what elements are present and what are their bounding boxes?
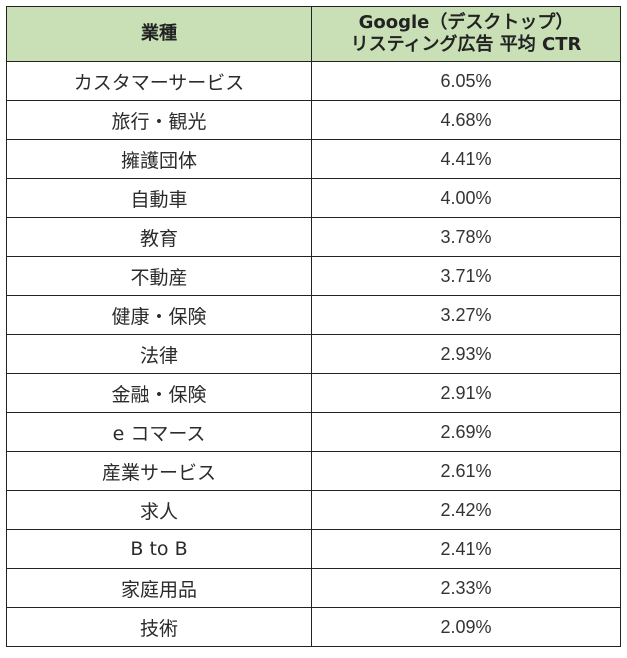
ctr-cell: 2.41% bbox=[311, 529, 621, 569]
industry-cell: 教育 bbox=[6, 217, 312, 257]
table-row: 教育 3.78% bbox=[6, 217, 621, 257]
table-row: 法律 2.93% bbox=[6, 334, 621, 374]
table-row: 産業サービス 2.61% bbox=[6, 451, 621, 491]
ctr-by-industry-table: 業種 Google（デスクトップ） リスティング広告 平均 CTR カスタマーサ… bbox=[6, 6, 621, 647]
ctr-cell: 4.00% bbox=[311, 178, 621, 218]
table-row: B to B 2.41% bbox=[6, 529, 621, 569]
header-industry: 業種 bbox=[6, 6, 312, 62]
industry-cell: 技術 bbox=[6, 607, 312, 647]
industry-cell: 産業サービス bbox=[6, 451, 312, 491]
table-row: 健康・保険 3.27% bbox=[6, 295, 621, 335]
table-row: 技術 2.09% bbox=[6, 607, 621, 647]
ctr-cell: 2.61% bbox=[311, 451, 621, 491]
ctr-cell: 6.05% bbox=[311, 61, 621, 101]
industry-cell: カスタマーサービス bbox=[6, 61, 312, 101]
table-row: 求人 2.42% bbox=[6, 490, 621, 530]
table-row: e コマース 2.69% bbox=[6, 412, 621, 452]
table-row: 旅行・観光 4.68% bbox=[6, 100, 621, 140]
header-ctr: Google（デスクトップ） リスティング広告 平均 CTR bbox=[311, 6, 621, 62]
table-row: 擁護団体 4.41% bbox=[6, 139, 621, 179]
ctr-cell: 4.41% bbox=[311, 139, 621, 179]
header-ctr-line2: リスティング広告 平均 CTR bbox=[350, 34, 582, 55]
industry-cell: 健康・保険 bbox=[6, 295, 312, 335]
ctr-cell: 2.33% bbox=[311, 568, 621, 608]
industry-cell: 擁護団体 bbox=[6, 139, 312, 179]
industry-cell: 家庭用品 bbox=[6, 568, 312, 608]
ctr-cell: 2.69% bbox=[311, 412, 621, 452]
table-row: 家庭用品 2.33% bbox=[6, 568, 621, 608]
ctr-table-container: 業種 Google（デスクトップ） リスティング広告 平均 CTR カスタマーサ… bbox=[6, 6, 621, 647]
industry-cell: B to B bbox=[6, 529, 312, 569]
ctr-cell: 2.09% bbox=[311, 607, 621, 647]
ctr-cell: 2.42% bbox=[311, 490, 621, 530]
header-industry-label: 業種 bbox=[141, 23, 177, 44]
table-row: カスタマーサービス 6.05% bbox=[6, 61, 621, 101]
ctr-cell: 2.93% bbox=[311, 334, 621, 374]
industry-cell: 旅行・観光 bbox=[6, 100, 312, 140]
header-ctr-line1: Google（デスクトップ） bbox=[358, 12, 574, 33]
ctr-cell: 2.91% bbox=[311, 373, 621, 413]
industry-cell: 求人 bbox=[6, 490, 312, 530]
ctr-cell: 3.27% bbox=[311, 295, 621, 335]
ctr-cell: 3.71% bbox=[311, 256, 621, 296]
ctr-cell: 4.68% bbox=[311, 100, 621, 140]
industry-cell: 不動産 bbox=[6, 256, 312, 296]
table-row: 自動車 4.00% bbox=[6, 178, 621, 218]
table-row: 不動産 3.71% bbox=[6, 256, 621, 296]
industry-cell: 自動車 bbox=[6, 178, 312, 218]
table-header-row: 業種 Google（デスクトップ） リスティング広告 平均 CTR bbox=[6, 6, 621, 62]
ctr-cell: 3.78% bbox=[311, 217, 621, 257]
industry-cell: e コマース bbox=[6, 412, 312, 452]
industry-cell: 法律 bbox=[6, 334, 312, 374]
industry-cell: 金融・保険 bbox=[6, 373, 312, 413]
table-row: 金融・保険 2.91% bbox=[6, 373, 621, 413]
